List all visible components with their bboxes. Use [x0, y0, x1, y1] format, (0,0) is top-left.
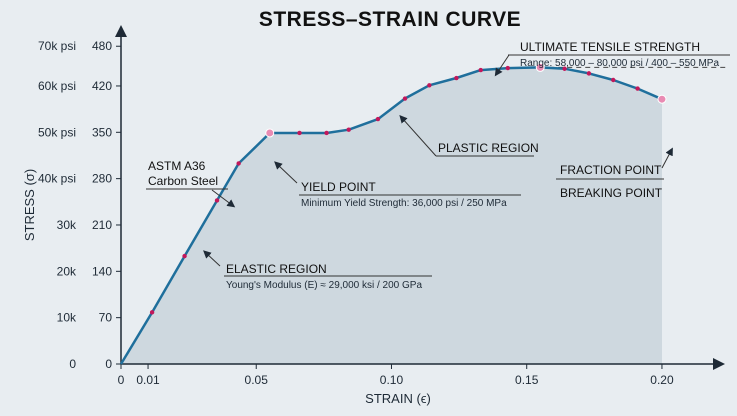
x-tick-label: 0: [118, 373, 125, 387]
x-tick-label: 0.15: [515, 373, 539, 387]
y-tick-label-psi: 40k psi: [38, 172, 76, 186]
uts-pointer: [494, 54, 510, 77]
uts-subtitle: Range: 58,000 – 80,000 psi / 400 – 550 M…: [520, 58, 719, 69]
chart-title: STRESS–STRAIN CURVE: [259, 8, 521, 31]
x-axis-title: STRAIN (ϵ): [365, 391, 431, 406]
fraction-point-annotation: FRACTION POINT BREAKING POINT: [556, 147, 673, 200]
data-point: [375, 116, 381, 122]
material-line-1: ASTM A36: [148, 159, 206, 173]
y-tick-label-psi: 70k psi: [38, 39, 76, 53]
plastic-region-annotation: PLASTIC REGION: [399, 115, 539, 157]
material-line-2: Carbon Steel: [148, 174, 218, 188]
data-points: [149, 62, 667, 315]
tick-labels: 0 0.01 0.05 0.10 0.15 0.20007010k14020k21030k…: [38, 39, 674, 387]
x-tick-label: 0.05: [245, 373, 269, 387]
plastic-region-title: PLASTIC REGION: [438, 141, 539, 155]
material-annotation: ASTM A36 Carbon Steel: [146, 159, 236, 208]
y-tick-label-psi: 30k: [57, 218, 77, 232]
y-axis-title: STRESS (σ): [22, 169, 37, 241]
y-tick-label-mpa: 420: [92, 79, 112, 93]
plastic-region-pointer: [399, 115, 437, 157]
data-point: [402, 96, 408, 101]
data-point: [586, 71, 592, 76]
breaking-point-title: BREAKING POINT: [560, 186, 663, 200]
data-point: [214, 198, 220, 203]
y-tick-label-psi: 20k: [57, 264, 77, 278]
data-point: [182, 253, 187, 259]
elastic-region-annotation: ELASTIC REGION Young's Modulus (E) ≈ 29,…: [203, 250, 432, 291]
y-tick-label-mpa: 280: [92, 172, 112, 186]
material-pointer: [211, 189, 236, 208]
data-point: [297, 130, 302, 136]
area-under-curve: [121, 67, 662, 365]
data-point: [454, 75, 459, 81]
elastic-region-pointer: [203, 250, 221, 267]
fraction-point-marker: [657, 94, 667, 104]
y-tick-label-mpa: 140: [92, 264, 112, 278]
yield-point-pointer: [274, 161, 298, 184]
y-tick-label-psi: 60k psi: [38, 79, 76, 93]
data-point: [562, 66, 567, 71]
data-point: [149, 310, 155, 315]
fraction-point-title: FRACTION POINT: [560, 163, 662, 177]
y-tick-label-mpa: 480: [92, 39, 112, 53]
y-tick-label-mpa: 0: [105, 357, 112, 371]
data-point: [236, 161, 241, 166]
x-tick-label: 0.10: [380, 373, 404, 387]
area-fill: [121, 67, 662, 365]
uts-point-marker: [535, 62, 545, 72]
data-point: [478, 67, 483, 73]
yield-point-annotation: YIELD POINT Minimum Yield Strength: 36,0…: [274, 161, 521, 209]
data-point: [505, 65, 510, 71]
yield-point-subtitle: Minimum Yield Strength: 36,000 psi / 250…: [301, 198, 507, 209]
yield-point-marker: [265, 128, 275, 138]
uts-title: ULTIMATE TENSILE STRENGTH: [520, 40, 700, 54]
uts-annotation: ULTIMATE TENSILE STRENGTH Range: 58,000 …: [494, 40, 730, 77]
fraction-point-pointer: [661, 147, 673, 169]
data-point: [324, 130, 329, 136]
y-tick-label-mpa: 70: [99, 311, 113, 325]
data-point: [427, 83, 432, 88]
elastic-region-title: ELASTIC REGION: [226, 262, 327, 276]
y-tick-label-psi: 50k psi: [38, 125, 76, 139]
y-tick-label-mpa: 210: [92, 218, 112, 232]
data-point: [611, 77, 616, 83]
axes: [115, 25, 725, 370]
data-point: [346, 127, 351, 132]
x-tick-label: 0.01: [136, 373, 160, 387]
x-tick-label: 0.20: [650, 373, 674, 387]
y-tick-label-psi: 10k: [57, 311, 77, 325]
elastic-region-subtitle: Young's Modulus (E) ≈ 29,000 ksi / 200 G…: [226, 280, 422, 291]
y-tick-label-psi: 0: [69, 357, 76, 371]
y-tick-label-mpa: 350: [92, 125, 112, 139]
data-point: [635, 86, 640, 91]
yield-point-title: YIELD POINT: [301, 180, 376, 194]
